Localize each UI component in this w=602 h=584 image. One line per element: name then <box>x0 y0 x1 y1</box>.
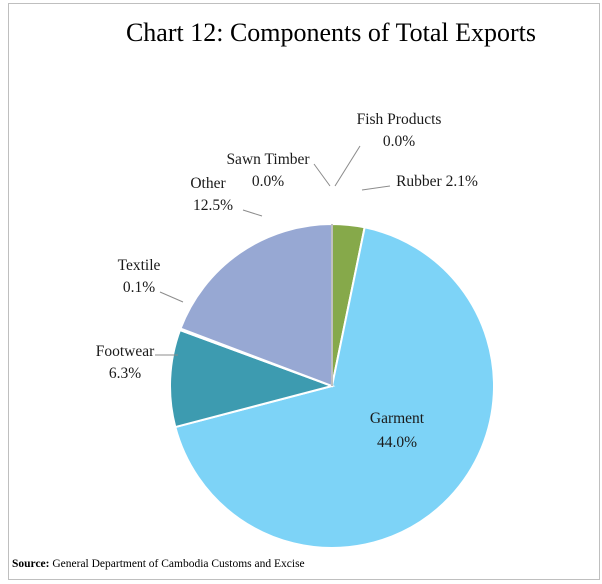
label-garment: Garment <box>370 410 425 427</box>
label-fish-products: Fish Products <box>357 111 442 128</box>
label-other: Other <box>190 175 226 192</box>
source-text: General Department of Cambodia Customs a… <box>52 558 305 570</box>
label-rubber: Rubber 2.1% <box>396 173 478 190</box>
value-label-footwear: 6.3% <box>109 365 141 382</box>
label-sawn-timber: Sawn Timber <box>226 151 310 168</box>
slice-footwear <box>169 328 336 429</box>
value-label-other: 12.5% <box>193 197 233 214</box>
source-note: Source: General Department of Cambodia C… <box>12 558 305 570</box>
value-label-fish-products: 0.0% <box>383 133 415 150</box>
label-footwear: Footwear <box>96 343 155 360</box>
value-label-textile: 0.1% <box>123 279 155 296</box>
slice-other <box>179 222 333 388</box>
value-label-garment: 44.0% <box>377 434 417 451</box>
leader-line-fish-products <box>334 145 361 187</box>
source-label: Source: <box>12 558 50 570</box>
leader-line-other <box>242 209 263 217</box>
leader-line-sawn-timber <box>313 163 331 187</box>
chart-title: Chart 12: Components of Total Exports <box>125 18 537 47</box>
slice-garment <box>174 226 496 550</box>
leader-line-textile <box>159 291 184 303</box>
leader-line-rubber <box>361 185 391 191</box>
label-textile: Textile <box>118 257 161 274</box>
value-label-sawn-timber: 0.0% <box>252 173 284 190</box>
